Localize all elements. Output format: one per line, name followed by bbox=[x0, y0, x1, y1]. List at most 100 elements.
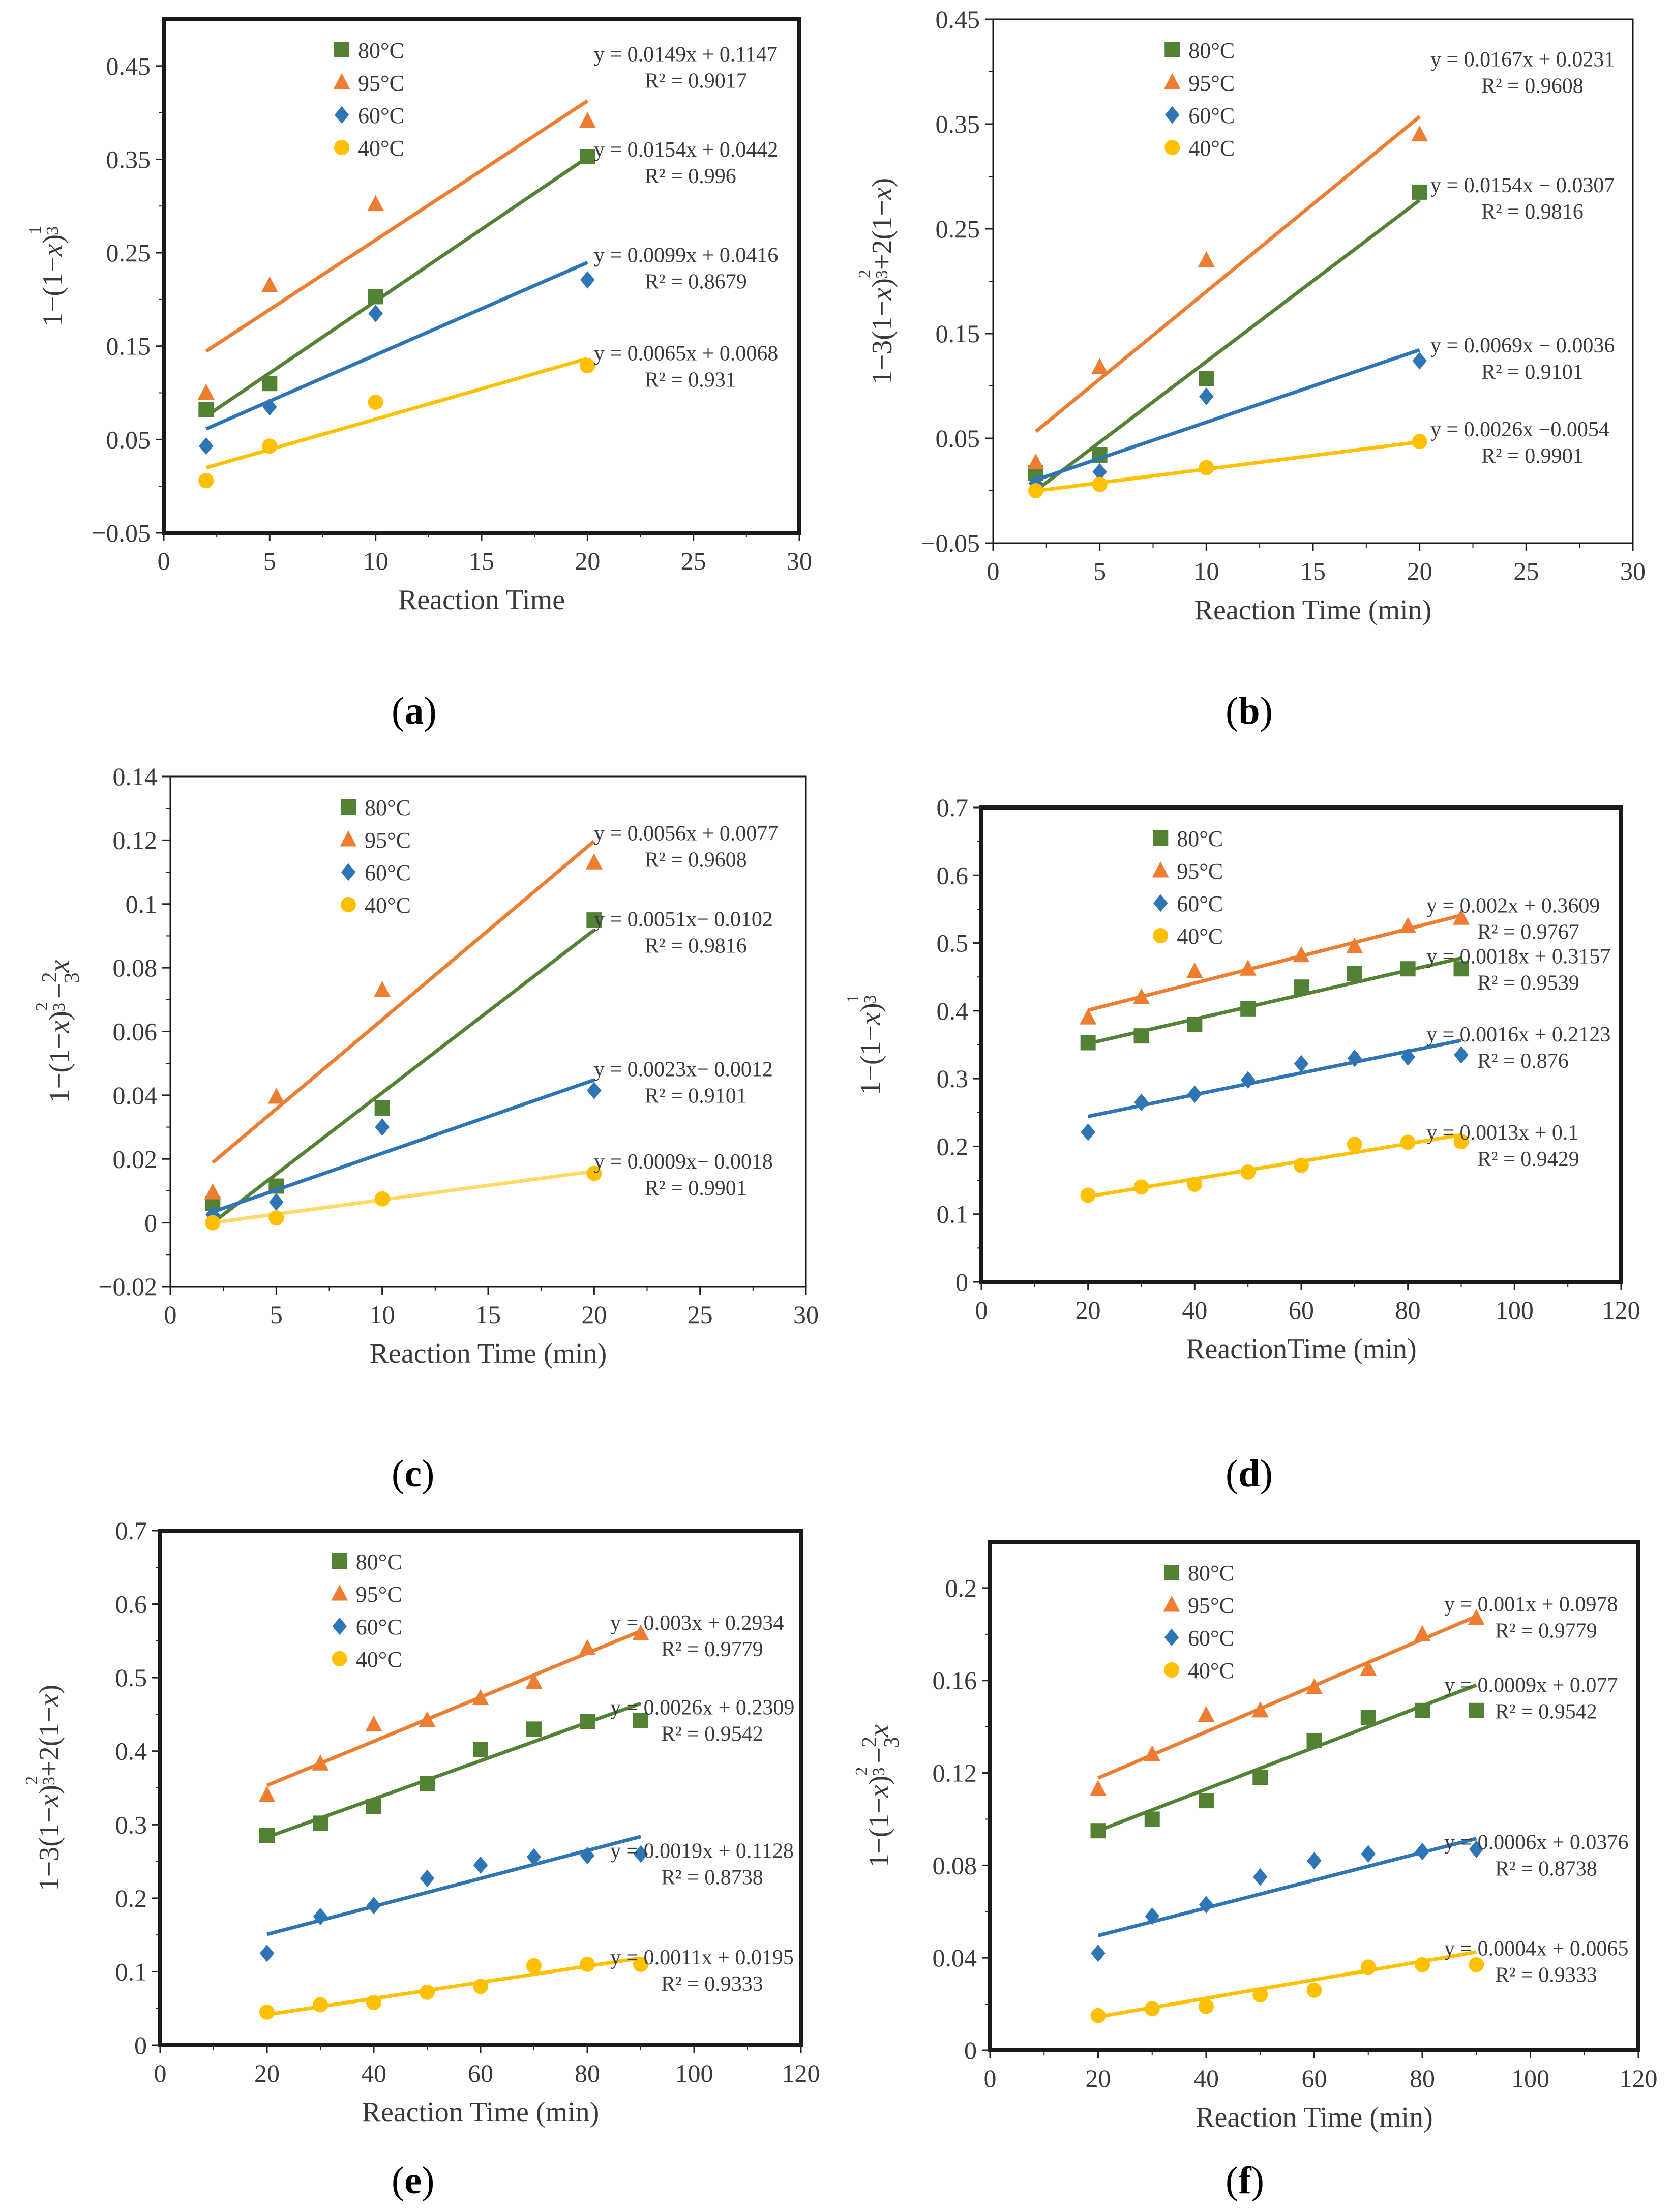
data-point bbox=[587, 1082, 602, 1099]
legend-marker bbox=[332, 1651, 347, 1666]
data-point bbox=[472, 1689, 489, 1706]
data-point bbox=[1081, 1123, 1095, 1141]
legend-label: 40°C bbox=[1177, 924, 1223, 949]
x-axis-label: Reaction Time bbox=[398, 584, 565, 616]
r-squared-label: R² = 0.9542 bbox=[1495, 1700, 1597, 1723]
label-open: ( bbox=[392, 2159, 405, 2202]
data-point bbox=[204, 1183, 221, 1200]
legend-marker bbox=[334, 42, 349, 57]
legend-marker bbox=[1164, 1662, 1179, 1678]
trendline bbox=[205, 156, 589, 418]
data-point bbox=[1361, 1845, 1376, 1863]
r-squared-label: R² = 0.9333 bbox=[1495, 1964, 1597, 1987]
legend-label: 60°C bbox=[365, 860, 411, 885]
chart-d: 0 20 40 60 80 100 120 0 0.1 0.2 0.3 0.4 0.5 0.6 0.7 Rea… bbox=[844, 793, 1640, 1365]
x-tick-label: 0 bbox=[987, 557, 1000, 585]
r-squared-label: R² = 0.9539 bbox=[1477, 972, 1579, 995]
r-squared-label: R² = 0.9767 bbox=[1477, 921, 1579, 944]
chart-c: 0 5 10 15 20 25 30−0.0200.020.040.060.080.10.1… bbox=[33, 762, 819, 1369]
legend-marker bbox=[341, 897, 356, 912]
legend-marker bbox=[333, 73, 350, 89]
legend-marker bbox=[1153, 928, 1169, 943]
r-squared-label: R² = 0.9101 bbox=[645, 1084, 747, 1108]
trendline bbox=[1097, 1950, 1477, 2019]
trendline-equation: y = 0.0013x + 0.1 bbox=[1426, 1121, 1578, 1145]
r-squared-label: R² = 0.8738 bbox=[1495, 1858, 1597, 1881]
legend-marker bbox=[1163, 73, 1181, 89]
trendline-equation: y = 0.0051x− 0.0102 bbox=[594, 908, 773, 932]
data-point bbox=[420, 1869, 435, 1888]
data-point bbox=[268, 1210, 284, 1226]
data-point bbox=[1090, 2008, 1106, 2023]
x-tick-label: 30 bbox=[787, 547, 812, 575]
y-tick-label: 0.04 bbox=[113, 1081, 158, 1110]
trendline-equation: y = 0.0154x + 0.0442 bbox=[594, 138, 778, 162]
x-tick-label: 0 bbox=[154, 2059, 167, 2087]
data-point bbox=[1360, 1710, 1376, 1725]
data-point bbox=[1187, 1017, 1203, 1032]
data-point bbox=[1294, 1055, 1309, 1073]
y-tick-label: 0.45 bbox=[936, 5, 980, 34]
trendline-equation: y = 0.0056x + 0.0077 bbox=[594, 822, 778, 845]
x-tick-label: 0 bbox=[164, 1300, 177, 1329]
data-point bbox=[313, 1815, 328, 1831]
y-tick-label: 0.08 bbox=[113, 953, 158, 982]
data-point bbox=[1133, 1028, 1149, 1044]
x-tick-label: 30 bbox=[1620, 557, 1646, 585]
data-point bbox=[366, 1995, 381, 2011]
legend-marker bbox=[332, 1553, 347, 1569]
trendline-equation: y = 0.0069x − 0.0036 bbox=[1430, 334, 1615, 357]
data-point bbox=[259, 1945, 275, 1962]
label-letter: b bbox=[1238, 690, 1260, 732]
y-tick-label: 0 bbox=[134, 2031, 147, 2059]
data-point bbox=[1144, 2001, 1160, 2017]
trendline bbox=[205, 356, 588, 470]
x-tick-label: 100 bbox=[1511, 2064, 1549, 2093]
data-point bbox=[1346, 937, 1363, 953]
data-point bbox=[473, 1979, 488, 1994]
r-squared-label: R² = 0.9608 bbox=[645, 848, 747, 872]
data-point bbox=[1412, 352, 1427, 370]
label-close: ) bbox=[422, 1452, 435, 1495]
trendline-equation: y = 0.0009x− 0.0018 bbox=[594, 1150, 773, 1174]
x-tick-label: 60 bbox=[468, 2059, 493, 2087]
y-tick-label: 0.25 bbox=[936, 215, 980, 243]
legend-label: 80°C bbox=[358, 38, 404, 63]
x-tick-label: 40 bbox=[1193, 2064, 1219, 2093]
panel-label-e: (e) bbox=[392, 2159, 434, 2203]
data-point bbox=[1347, 1137, 1362, 1152]
legend-marker bbox=[1164, 140, 1180, 155]
data-point bbox=[1400, 1134, 1416, 1150]
trendline-equation: y = 0.0009x + 0.077 bbox=[1444, 1673, 1618, 1697]
x-tick-label: 80 bbox=[575, 2059, 600, 2087]
data-point bbox=[1090, 1780, 1107, 1796]
legend-label: 40°C bbox=[1188, 136, 1235, 161]
data-point bbox=[580, 1714, 595, 1729]
y-tick-label: 0.1 bbox=[937, 1200, 969, 1229]
x-tick-label: 25 bbox=[688, 1300, 713, 1329]
legend-label: 80°C bbox=[1188, 38, 1235, 63]
data-point bbox=[1453, 909, 1470, 925]
trendline-equation: y = 0.0019x + 0.1128 bbox=[610, 1839, 794, 1863]
label-close: ) bbox=[1260, 690, 1273, 732]
data-point bbox=[197, 383, 215, 400]
data-point bbox=[526, 1848, 542, 1866]
trendline bbox=[212, 840, 595, 1164]
y-axis-label: 1−(1−x)23−23x bbox=[33, 960, 84, 1103]
trendline-equation: y = 0.0006x + 0.0376 bbox=[1444, 1831, 1628, 1855]
x-tick-label: 40 bbox=[1182, 1296, 1207, 1324]
y-tick-label: 0.04 bbox=[933, 1944, 977, 1972]
x-tick-label: 120 bbox=[1620, 2064, 1658, 2093]
data-point bbox=[258, 1786, 276, 1802]
data-point bbox=[1252, 1987, 1268, 2002]
y-tick-label: 0.02 bbox=[113, 1145, 158, 1173]
x-tick-label: 20 bbox=[254, 2059, 280, 2087]
data-point bbox=[313, 1907, 328, 1926]
data-point bbox=[205, 1215, 221, 1231]
data-point bbox=[374, 981, 391, 997]
legend-label: 80°C bbox=[1177, 826, 1223, 851]
data-point bbox=[366, 1799, 381, 1814]
data-point bbox=[267, 1088, 285, 1104]
trendline-equation: y = 0.0016x + 0.2123 bbox=[1426, 1023, 1610, 1047]
data-point bbox=[262, 398, 277, 416]
